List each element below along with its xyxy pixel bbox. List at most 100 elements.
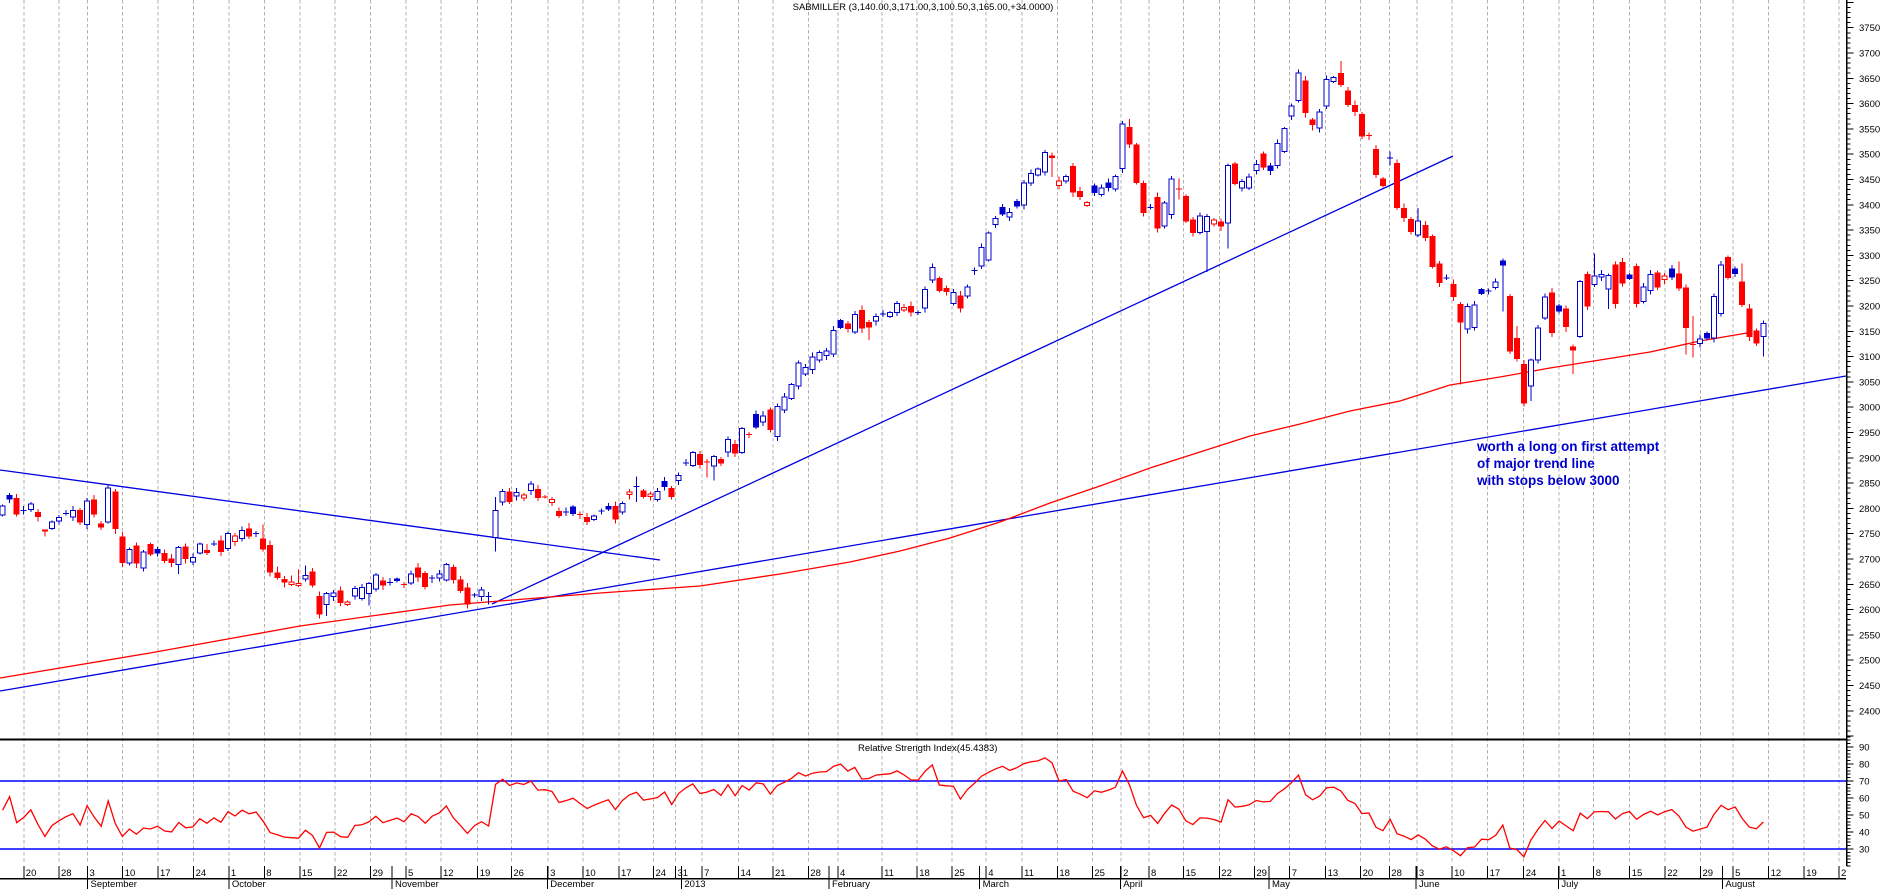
svg-text:22: 22 — [337, 868, 348, 879]
svg-text:May: May — [1272, 879, 1290, 889]
svg-text:4: 4 — [840, 868, 845, 879]
svg-text:2400: 2400 — [1859, 706, 1880, 717]
svg-text:21: 21 — [775, 868, 786, 879]
svg-text:60: 60 — [1859, 794, 1870, 805]
svg-text:September: September — [91, 879, 137, 889]
svg-text:3500: 3500 — [1859, 150, 1880, 161]
svg-text:90: 90 — [1859, 743, 1870, 754]
svg-text:worth a long on first attempt: worth a long on first attempt — [1476, 439, 1660, 454]
svg-text:26: 26 — [513, 868, 524, 879]
svg-text:2700: 2700 — [1859, 555, 1880, 566]
svg-text:2950: 2950 — [1859, 428, 1880, 439]
svg-text:28: 28 — [61, 868, 72, 879]
svg-text:April: April — [1123, 879, 1142, 889]
svg-text:24: 24 — [656, 868, 667, 879]
svg-text:19: 19 — [480, 868, 491, 879]
svg-text:1: 1 — [231, 868, 236, 879]
svg-text:10: 10 — [585, 868, 596, 879]
svg-text:14: 14 — [741, 868, 752, 879]
svg-text:SABMILLER (3,140.00,3,171.00,3: SABMILLER (3,140.00,3,171.00,3,100.50,3,… — [793, 2, 1054, 13]
svg-text:2013: 2013 — [684, 879, 705, 889]
svg-text:2850: 2850 — [1859, 479, 1880, 490]
svg-text:of major trend line: of major trend line — [1477, 456, 1595, 471]
svg-text:20: 20 — [26, 868, 37, 879]
svg-text:8: 8 — [1151, 868, 1156, 879]
svg-text:February: February — [832, 879, 870, 889]
svg-text:October: October — [232, 879, 266, 889]
svg-text:8: 8 — [266, 868, 271, 879]
svg-text:40: 40 — [1859, 828, 1870, 839]
svg-text:3200: 3200 — [1859, 302, 1880, 313]
svg-text:5: 5 — [1735, 868, 1740, 879]
svg-text:2900: 2900 — [1859, 453, 1880, 464]
svg-text:2: 2 — [1123, 868, 1128, 879]
svg-text:7: 7 — [1292, 868, 1297, 879]
svg-text:June: June — [1419, 879, 1440, 889]
svg-text:3650: 3650 — [1859, 74, 1880, 85]
svg-text:24: 24 — [1526, 868, 1537, 879]
svg-text:3: 3 — [550, 868, 555, 879]
svg-text:15: 15 — [1632, 868, 1643, 879]
svg-text:18: 18 — [1059, 868, 1070, 879]
svg-text:50: 50 — [1859, 811, 1870, 822]
svg-text:2600: 2600 — [1859, 605, 1880, 616]
svg-text:24: 24 — [196, 868, 207, 879]
svg-text:17: 17 — [621, 868, 632, 879]
svg-text:12: 12 — [1771, 868, 1782, 879]
svg-text:2: 2 — [1841, 868, 1846, 879]
svg-text:3050: 3050 — [1859, 377, 1880, 388]
svg-text:August: August — [1725, 879, 1755, 889]
svg-text:3150: 3150 — [1859, 327, 1880, 338]
svg-text:29: 29 — [1256, 868, 1267, 879]
svg-text:11: 11 — [1024, 868, 1034, 879]
svg-text:4: 4 — [988, 868, 993, 879]
svg-text:1: 1 — [1561, 868, 1566, 879]
svg-text:3700: 3700 — [1859, 49, 1880, 60]
svg-text:3400: 3400 — [1859, 200, 1880, 211]
svg-text:13: 13 — [1328, 868, 1339, 879]
svg-text:25: 25 — [954, 868, 965, 879]
svg-text:3100: 3100 — [1859, 352, 1880, 363]
svg-text:3550: 3550 — [1859, 124, 1880, 135]
svg-text:3600: 3600 — [1859, 99, 1880, 110]
svg-text:15: 15 — [302, 868, 313, 879]
svg-text:8: 8 — [1596, 868, 1601, 879]
svg-text:15: 15 — [1186, 868, 1197, 879]
svg-text:17: 17 — [1490, 868, 1501, 879]
svg-text:Relative Strength Index(45.438: Relative Strength Index(45.4383) — [858, 743, 997, 754]
svg-text:29: 29 — [1703, 868, 1714, 879]
svg-text:19: 19 — [1806, 868, 1817, 879]
svg-text:28: 28 — [810, 868, 821, 879]
svg-text:December: December — [550, 879, 594, 889]
svg-text:2550: 2550 — [1859, 630, 1880, 641]
svg-text:3: 3 — [1419, 868, 1424, 879]
svg-text:70: 70 — [1859, 777, 1870, 788]
svg-text:with stops below 3000: with stops below 3000 — [1476, 473, 1620, 488]
svg-text:March: March — [983, 879, 1009, 889]
svg-text:2800: 2800 — [1859, 504, 1880, 515]
svg-text:10: 10 — [125, 868, 136, 879]
svg-text:3350: 3350 — [1859, 226, 1880, 237]
svg-text:7: 7 — [704, 868, 709, 879]
svg-text:2500: 2500 — [1859, 656, 1880, 667]
svg-text:22: 22 — [1221, 868, 1232, 879]
svg-text:17: 17 — [160, 868, 171, 879]
svg-text:25: 25 — [1094, 868, 1105, 879]
svg-text:10: 10 — [1454, 868, 1465, 879]
svg-text:3450: 3450 — [1859, 175, 1880, 186]
svg-text:2650: 2650 — [1859, 580, 1880, 591]
svg-text:11: 11 — [884, 868, 894, 879]
svg-text:3300: 3300 — [1859, 251, 1880, 262]
svg-text:2750: 2750 — [1859, 529, 1880, 540]
svg-text:29: 29 — [373, 868, 384, 879]
svg-text:12: 12 — [443, 868, 454, 879]
svg-text:80: 80 — [1859, 760, 1870, 771]
svg-text:31: 31 — [678, 868, 689, 879]
svg-text:3250: 3250 — [1859, 276, 1880, 287]
svg-text:18: 18 — [919, 868, 930, 879]
svg-text:30: 30 — [1859, 845, 1870, 856]
svg-text:2450: 2450 — [1859, 681, 1880, 692]
svg-text:28: 28 — [1391, 868, 1402, 879]
svg-text:5: 5 — [408, 868, 413, 879]
svg-text:3000: 3000 — [1859, 403, 1880, 414]
